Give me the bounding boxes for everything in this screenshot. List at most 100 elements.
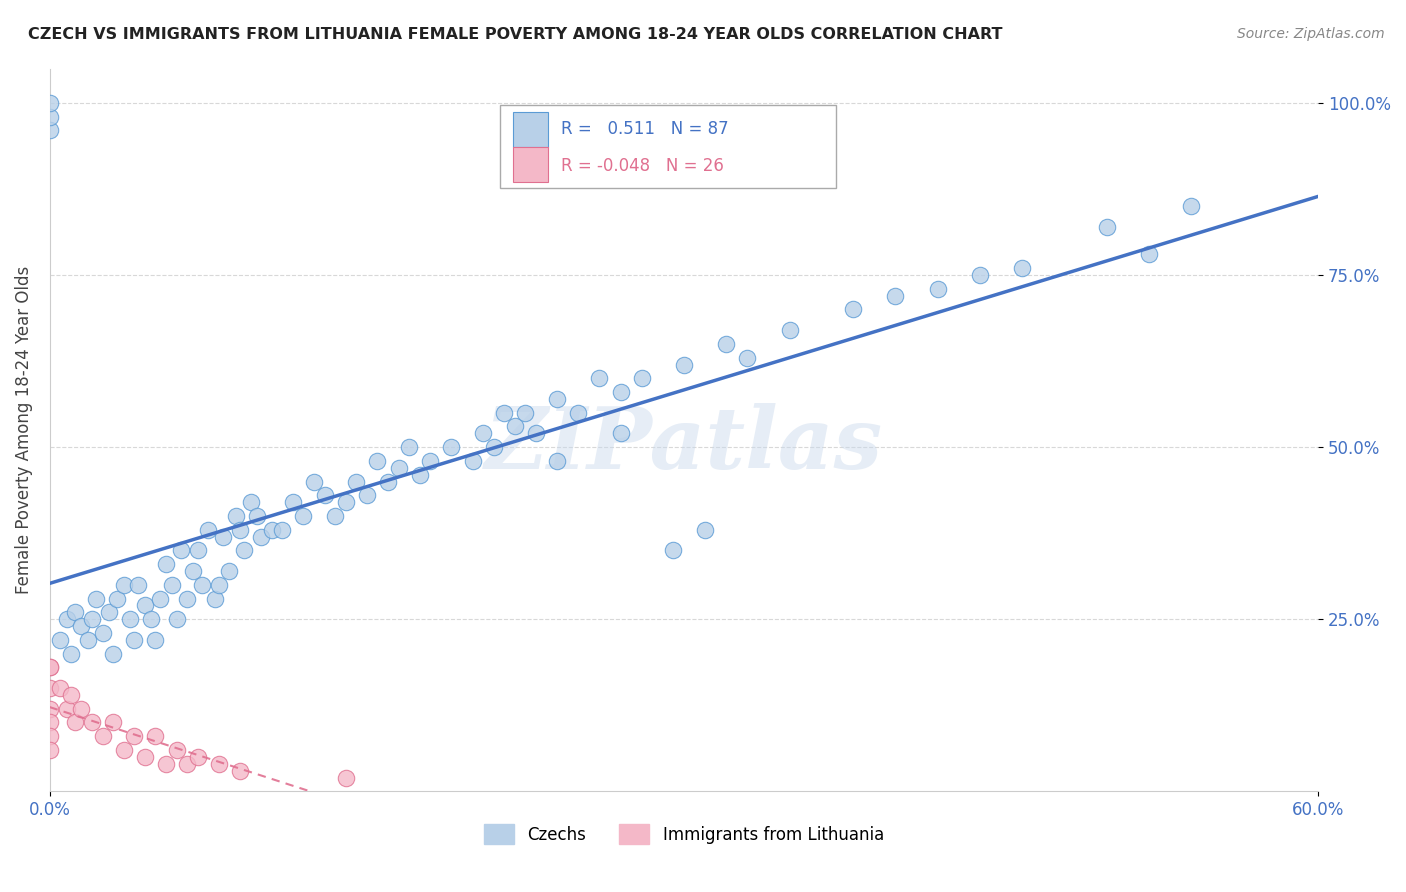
Point [271, 523, 294, 537]
Point [335, 771, 357, 785]
Point [84, 591, 107, 606]
Point [122, 729, 145, 743]
Point [672, 358, 695, 372]
Point [134, 599, 156, 613]
Point [155, 756, 177, 771]
Point [49, 681, 72, 695]
Point [377, 475, 399, 489]
Point [716, 336, 738, 351]
Point [494, 406, 516, 420]
Point [472, 426, 495, 441]
Point [1011, 261, 1033, 276]
Point [292, 508, 315, 523]
Point [419, 454, 441, 468]
Y-axis label: Female Poverty Among 18-24 Year Olds: Female Poverty Among 18-24 Year Olds [15, 266, 32, 594]
Point [38, 729, 60, 743]
Point [260, 523, 283, 537]
Point [503, 419, 526, 434]
Point [63, 715, 86, 730]
Point [314, 488, 336, 502]
Point [233, 543, 256, 558]
Point [176, 591, 198, 606]
Point [246, 508, 269, 523]
Point [779, 323, 801, 337]
Point [356, 488, 378, 502]
Point [80, 612, 103, 626]
Point [366, 454, 388, 468]
Point [176, 756, 198, 771]
Point [122, 632, 145, 647]
Point [323, 508, 346, 523]
Point [63, 605, 86, 619]
Point [38, 660, 60, 674]
Point [91, 626, 114, 640]
Point [101, 647, 124, 661]
Point [170, 543, 193, 558]
Point [59, 647, 82, 661]
Point [55, 701, 77, 715]
Text: Source: ZipAtlas.com: Source: ZipAtlas.com [1237, 27, 1385, 41]
Point [38, 95, 60, 110]
Point [134, 749, 156, 764]
Point [38, 701, 60, 715]
Point [524, 426, 547, 441]
Point [546, 454, 568, 468]
Point [225, 508, 247, 523]
Point [208, 578, 231, 592]
Point [927, 282, 949, 296]
Point [149, 591, 172, 606]
Point [662, 543, 685, 558]
Point [398, 440, 420, 454]
Point [101, 715, 124, 730]
Point [112, 743, 135, 757]
Point [80, 715, 103, 730]
Point [302, 475, 325, 489]
Point [630, 371, 652, 385]
Text: ZIPatlas: ZIPatlas [485, 402, 883, 486]
Point [38, 715, 60, 730]
Point [208, 756, 231, 771]
Point [515, 406, 537, 420]
Point [197, 523, 219, 537]
Point [70, 701, 93, 715]
Point [408, 467, 430, 482]
Point [609, 385, 631, 400]
Point [229, 523, 252, 537]
Point [482, 440, 505, 454]
Point [141, 612, 163, 626]
Text: R = -0.048   N = 26: R = -0.048 N = 26 [561, 157, 724, 175]
Point [145, 632, 167, 647]
Text: R =   0.511   N = 87: R = 0.511 N = 87 [561, 120, 728, 137]
Point [55, 612, 77, 626]
Point [38, 123, 60, 137]
Point [38, 110, 60, 124]
Point [49, 632, 72, 647]
Point [281, 495, 304, 509]
Point [695, 523, 717, 537]
FancyBboxPatch shape [513, 112, 548, 146]
Point [250, 530, 273, 544]
Point [567, 406, 589, 420]
Point [166, 743, 188, 757]
Point [76, 632, 98, 647]
Point [38, 681, 60, 695]
Point [335, 495, 357, 509]
Point [344, 475, 367, 489]
Point [387, 460, 409, 475]
Point [162, 578, 184, 592]
FancyBboxPatch shape [513, 147, 548, 182]
Legend: Czechs, Immigrants from Lithuania: Czechs, Immigrants from Lithuania [484, 824, 884, 845]
Point [155, 557, 177, 571]
Point [737, 351, 759, 365]
Point [969, 268, 991, 282]
Point [212, 530, 235, 544]
Point [884, 288, 907, 302]
Point [1095, 219, 1118, 234]
Point [127, 578, 149, 592]
Point [187, 543, 209, 558]
Point [229, 764, 252, 778]
Point [59, 688, 82, 702]
Point [38, 743, 60, 757]
Point [145, 729, 167, 743]
Point [546, 392, 568, 406]
